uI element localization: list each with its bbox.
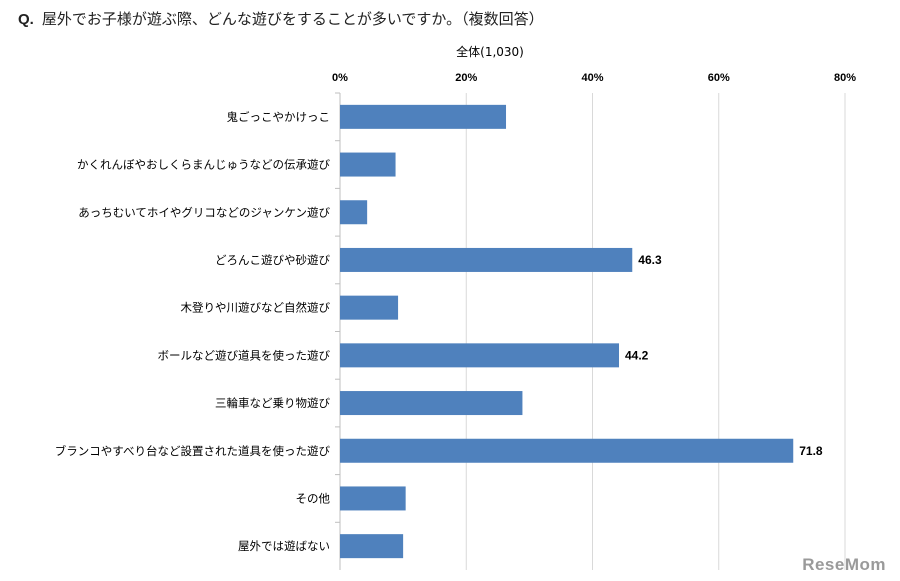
bar [340,343,620,368]
chart-title: 全体(1,030) [456,45,524,59]
question-prefix: Q. [18,11,34,28]
x-tick-label: 60% [708,72,730,84]
question-text: 屋外でお子様が遊ぶ際、どんな遊びをすることが多いですか。（複数回答） [41,10,544,28]
x-tick-label: 0% [332,72,348,84]
category-label: ボールなど遊び道具を使った遊び [158,348,331,362]
bar [340,247,633,272]
bar [340,295,399,320]
data-label: 71.8 [799,444,823,458]
bar [340,391,523,416]
category-label: 木登りや川遊びなど自然遊び [181,301,331,315]
category-label: かくれんぼやおしくらまんじゅうなどの伝承遊び [77,158,330,172]
category-label: あっちむいてホイやグリコなどのジャンケン遊び [78,205,330,219]
bar [340,152,396,177]
category-label: 三輪車など乗り物遊び [215,396,330,410]
question-heading: Q. 屋外でお子様が遊ぶ際、どんな遊びをすることが多いですか。（複数回答） [18,8,544,29]
bar [340,534,404,559]
category-label: 屋外では遊ばない [238,539,330,553]
category-label: その他 [296,491,331,505]
category-label: どろんこ遊びや砂遊び [215,253,330,267]
data-label: 44.2 [625,348,649,362]
bar [340,486,406,511]
bar [340,104,507,129]
bar [340,438,794,463]
category-label: ブランコやすべり台など設置された道具を使った遊び [55,444,331,458]
category-label: 鬼ごっこやかけっこ [227,110,331,124]
x-tick-label: 80% [834,72,856,84]
x-tick-label: 20% [455,72,477,84]
x-tick-label: 40% [581,72,603,84]
watermark-logo: ReseMom [802,555,886,574]
data-label: 46.3 [638,253,662,267]
bar [340,200,368,225]
